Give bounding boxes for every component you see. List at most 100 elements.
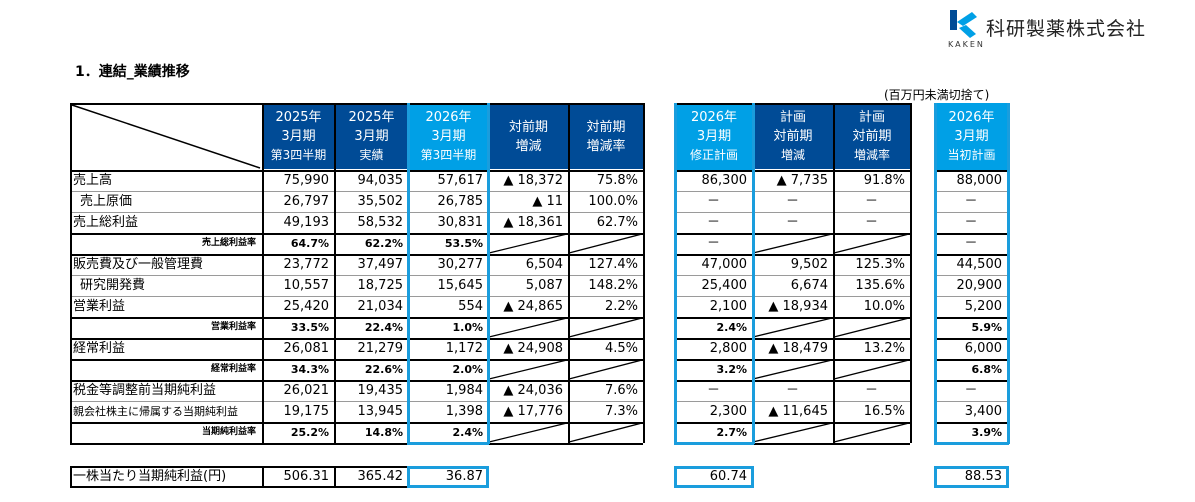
grid-line bbox=[70, 422, 643, 424]
table-cell-fy2026_q3: 30,277 bbox=[437, 257, 484, 272]
table-cell-fy2025_actual: 94,035 bbox=[357, 173, 404, 188]
grid-line bbox=[675, 191, 910, 192]
table-cell-fy2025_q3: 33.5% bbox=[290, 321, 329, 334]
grid-line bbox=[568, 103, 570, 443]
column-header-line: 2026年 bbox=[948, 110, 995, 125]
grid-line bbox=[675, 422, 910, 424]
column-header-line: 2025年 bbox=[275, 110, 322, 125]
grid-line bbox=[752, 103, 755, 444]
eps-cell-border bbox=[674, 466, 754, 488]
column-header-line: 実績 bbox=[359, 148, 384, 162]
diagonal-line-icon bbox=[488, 422, 568, 443]
table-cell-fy2026_q3: 1,984 bbox=[445, 383, 483, 398]
column-header-line: 3月期 bbox=[696, 129, 732, 144]
table-cell-plan_yoy_change: － bbox=[785, 383, 799, 398]
table-cell-fy2026_revised_plan: 47,000 bbox=[701, 257, 748, 272]
grid-line bbox=[935, 422, 1007, 424]
table-cell-fy2026_initial_plan: 88,000 bbox=[956, 173, 1003, 188]
table-cell-fy2026_q3: 30,831 bbox=[437, 215, 484, 230]
grid-line bbox=[70, 275, 643, 276]
grid-line bbox=[675, 443, 910, 445]
table-cell-yoy_change: ▲ 11 bbox=[532, 194, 563, 209]
grid-line bbox=[674, 103, 677, 444]
column-header-fy2025_actual: 2025年 3月期 実績 bbox=[335, 104, 408, 169]
table-cell-plan_yoy_rate: － bbox=[864, 194, 878, 209]
diagonal-line-icon bbox=[568, 317, 643, 338]
grid-line bbox=[935, 296, 1007, 297]
column-header-fy2026_revised_plan: 2026年 3月期 修正計画 bbox=[676, 103, 752, 170]
row-label: 売上総利益率 bbox=[201, 238, 256, 248]
grid-line bbox=[910, 103, 912, 443]
column-header-line: 増減 bbox=[515, 138, 542, 154]
diagonal-line-icon bbox=[568, 233, 643, 254]
table-cell-yoy_change: 5,087 bbox=[525, 278, 563, 293]
grid-line bbox=[675, 170, 910, 172]
grid-line bbox=[407, 103, 410, 444]
table-cell-fy2025_q3: 25,420 bbox=[283, 299, 330, 314]
column-header-line: 計画 bbox=[779, 110, 806, 125]
grid-line bbox=[675, 296, 910, 297]
table-cell-fy2026_revised_plan: 25,400 bbox=[701, 278, 748, 293]
column-header-plan_yoy_rate: 計画 対前期 増減率 bbox=[834, 104, 910, 169]
eps-fy2026-initial-plan: 88.53 bbox=[964, 469, 1002, 484]
eps-cell-border bbox=[934, 466, 1009, 488]
row-label: 販売費及び一般管理費 bbox=[73, 257, 204, 272]
row-label: 営業利益 bbox=[73, 299, 126, 314]
table-cell-fy2026_revised_plan: 86,300 bbox=[701, 173, 748, 188]
company-name: 科研製薬株式会社 bbox=[986, 18, 1147, 40]
table-cell-plan_yoy_rate: 13.2% bbox=[863, 341, 905, 356]
row-label: 税金等調整前当期純利益 bbox=[73, 383, 217, 398]
row-label: 親会社株主に帰属する当期純利益 bbox=[73, 405, 238, 418]
diagonal-line-icon bbox=[568, 422, 643, 443]
table-cell-fy2026_initial_plan: － bbox=[964, 383, 978, 398]
diagonal-line-icon bbox=[488, 233, 568, 254]
table-cell-yoy_rate: 100.0% bbox=[588, 194, 638, 209]
column-header-fy2026_q3: 2026年 3月期 第3四半期 bbox=[409, 103, 488, 170]
diagonal-line-icon bbox=[833, 359, 910, 380]
table-cell-plan_yoy_rate: 125.3% bbox=[855, 257, 905, 272]
table-cell-fy2025_q3: 25.2% bbox=[290, 426, 329, 439]
row-label: 売上原価 bbox=[80, 194, 133, 209]
diagonal-line-icon bbox=[752, 317, 833, 338]
table-cell-plan_yoy_rate: － bbox=[864, 383, 878, 398]
column-header-line: 対前期 bbox=[773, 129, 813, 144]
unit-note: (百万円未満切捨て) bbox=[884, 88, 990, 102]
column-header-line: 増減率 bbox=[853, 148, 890, 162]
table-cell-fy2026_revised_plan: 2.7% bbox=[716, 426, 747, 439]
column-header-line: 2026年 bbox=[425, 110, 472, 125]
diagonal-line-icon bbox=[568, 359, 643, 380]
grid-line bbox=[935, 254, 1007, 256]
eps-label: 一株当たり当期純利益(円) bbox=[73, 469, 227, 484]
table-cell-fy2026_q3: 1,172 bbox=[445, 341, 483, 356]
eps-cell-border bbox=[70, 466, 409, 488]
table-cell-yoy_change: ▲ 18,361 bbox=[503, 215, 563, 230]
table-cell-fy2026_revised_plan: － bbox=[706, 194, 720, 209]
diagonal-line-icon bbox=[752, 233, 833, 254]
table-cell-fy2025_actual: 62.2% bbox=[364, 237, 403, 250]
table-cell-fy2026_initial_plan: 5,200 bbox=[964, 299, 1002, 314]
table-cell-fy2026_initial_plan: 44,500 bbox=[956, 257, 1003, 272]
eps-fy2025-actual: 365.42 bbox=[357, 469, 404, 484]
table-cell-plan_yoy_change: ▲ 18,934 bbox=[768, 299, 828, 314]
table-cell-fy2026_revised_plan: － bbox=[706, 215, 720, 230]
diagonal-line-icon bbox=[833, 233, 910, 254]
grid-line bbox=[70, 296, 643, 297]
grid-line bbox=[70, 338, 643, 340]
grid-line bbox=[1007, 103, 1010, 444]
table-cell-fy2025_q3: 49,193 bbox=[283, 215, 330, 230]
row-label: 売上総利益 bbox=[73, 215, 139, 230]
section-title: 1．連結_業績推移 bbox=[75, 64, 190, 80]
table-cell-yoy_change: ▲ 24,908 bbox=[503, 341, 563, 356]
column-header-plan_yoy_change: 計画 対前期 増減 bbox=[753, 104, 833, 169]
grid-line bbox=[70, 317, 643, 319]
column-header-line: 対前期 bbox=[508, 119, 548, 135]
table-cell-fy2026_initial_plan: 5.9% bbox=[971, 321, 1002, 334]
table-cell-plan_yoy_change: 9,502 bbox=[790, 257, 828, 272]
table-cell-yoy_rate: 7.6% bbox=[604, 383, 638, 398]
table-cell-fy2026_initial_plan: － bbox=[964, 236, 978, 251]
table-cell-fy2026_initial_plan: － bbox=[964, 194, 978, 209]
eps-fy2026-revised-plan: 60.74 bbox=[709, 469, 747, 484]
table-cell-fy2026_q3: 53.5% bbox=[444, 237, 483, 250]
grid-line bbox=[407, 442, 489, 445]
table-cell-fy2025_q3: 26,081 bbox=[283, 341, 330, 356]
